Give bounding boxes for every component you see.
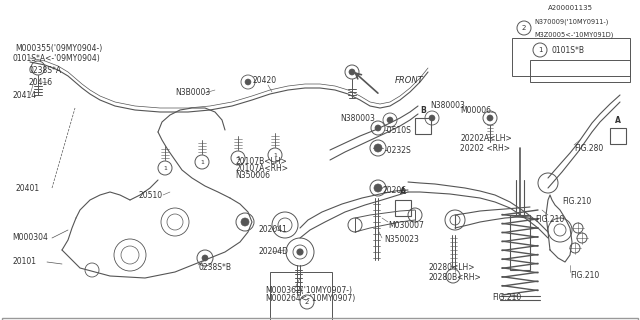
Text: A200001135: A200001135 <box>547 5 593 11</box>
Bar <box>510 215 530 270</box>
Text: 20416: 20416 <box>28 77 52 86</box>
Text: B: B <box>420 106 426 115</box>
Text: 20107B<LH>: 20107B<LH> <box>235 156 287 165</box>
Text: 2: 2 <box>522 25 526 31</box>
Text: N380003: N380003 <box>430 100 465 109</box>
Text: M000355('09MY0904-): M000355('09MY0904-) <box>15 44 102 52</box>
Text: 0101S*B: 0101S*B <box>552 45 585 54</box>
Text: 0238S*B: 0238S*B <box>198 262 231 271</box>
Text: N3B0003: N3B0003 <box>175 87 211 97</box>
Text: M000264<-'10MY0907): M000264<-'10MY0907) <box>265 293 355 302</box>
Text: 20420: 20420 <box>252 76 276 84</box>
Text: M000304: M000304 <box>12 234 48 243</box>
Text: N350023: N350023 <box>384 236 419 244</box>
Bar <box>530 60 630 82</box>
Text: 20280B<RH>: 20280B<RH> <box>428 274 481 283</box>
Text: N350006: N350006 <box>235 171 270 180</box>
Text: 1: 1 <box>236 156 240 161</box>
Circle shape <box>387 117 393 123</box>
Text: -0510S: -0510S <box>385 125 412 134</box>
Bar <box>395 200 411 216</box>
Text: 202041: 202041 <box>258 226 287 235</box>
Text: M3Z0005<-'10MY091D): M3Z0005<-'10MY091D) <box>534 32 613 38</box>
Circle shape <box>375 125 381 131</box>
Text: FIG.210: FIG.210 <box>535 215 564 225</box>
Text: M000362('10MY0907-): M000362('10MY0907-) <box>265 285 352 294</box>
Text: 0101S*A<-'09MY0904): 0101S*A<-'09MY0904) <box>12 53 100 62</box>
Circle shape <box>202 255 208 261</box>
Text: 20101: 20101 <box>12 258 36 267</box>
Text: 20202A<LH>: 20202A<LH> <box>460 133 512 142</box>
Text: 1: 1 <box>200 159 204 164</box>
Circle shape <box>374 184 382 192</box>
Bar <box>512 38 630 76</box>
Text: A: A <box>400 188 406 196</box>
Text: 20204D: 20204D <box>258 247 288 257</box>
Text: 20107A<RH>: 20107A<RH> <box>235 164 288 172</box>
Circle shape <box>245 79 251 85</box>
Text: N370009('10MY0911-): N370009('10MY0911-) <box>534 19 609 25</box>
Text: M030007: M030007 <box>388 220 424 229</box>
Text: FIG.280: FIG.280 <box>574 143 604 153</box>
Text: N380003: N380003 <box>340 114 375 123</box>
Text: -0232S: -0232S <box>385 146 412 155</box>
Text: A: A <box>615 116 621 124</box>
Text: 20510: 20510 <box>138 190 162 199</box>
Text: M00006: M00006 <box>460 106 491 115</box>
Circle shape <box>429 115 435 121</box>
Circle shape <box>487 115 493 121</box>
Circle shape <box>349 69 355 75</box>
Text: 20414: 20414 <box>12 91 36 100</box>
Text: FIG.210: FIG.210 <box>570 270 599 279</box>
Text: 1: 1 <box>273 153 277 157</box>
Text: FIG.210: FIG.210 <box>492 293 521 302</box>
Circle shape <box>374 144 382 152</box>
Text: 20206: 20206 <box>382 186 406 195</box>
Text: 20202 <RH>: 20202 <RH> <box>460 143 510 153</box>
Bar <box>610 128 626 144</box>
Text: FRONT: FRONT <box>395 76 424 84</box>
Text: 1: 1 <box>538 47 542 53</box>
Bar <box>270 272 332 320</box>
Text: 1: 1 <box>163 165 167 171</box>
Circle shape <box>297 249 303 255</box>
Text: 20280<LH>: 20280<LH> <box>428 263 474 273</box>
Text: FIG.210: FIG.210 <box>562 197 591 206</box>
Text: 2: 2 <box>305 299 309 305</box>
Circle shape <box>241 218 249 226</box>
Bar <box>415 118 431 134</box>
Text: 20401: 20401 <box>15 183 39 193</box>
Text: 0238S*A: 0238S*A <box>28 66 61 75</box>
